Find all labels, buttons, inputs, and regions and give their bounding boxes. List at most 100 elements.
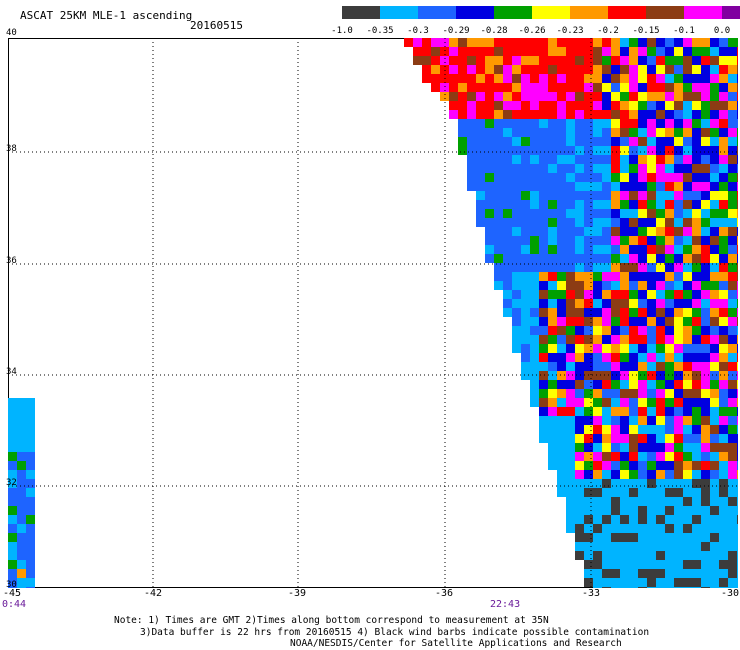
color-label-5: -0.26 [518, 26, 546, 36]
wind-cell [647, 362, 656, 371]
wind-cell [665, 425, 674, 434]
wind-cell [593, 452, 602, 461]
wind-cell [701, 371, 710, 380]
wind-cell [620, 92, 629, 101]
wind-cell [611, 317, 620, 326]
wind-cell [719, 47, 728, 56]
wind-cell [584, 92, 593, 101]
wind-cell [620, 533, 629, 542]
wind-cell [656, 506, 665, 515]
wind-cell [593, 191, 602, 200]
wind-cell [539, 299, 548, 308]
wind-cell [674, 308, 683, 317]
wind-cell [665, 515, 674, 524]
wind-cell [602, 317, 611, 326]
wind-cell [17, 497, 26, 506]
color-label-6: -0.23 [556, 26, 584, 36]
wind-cell [710, 587, 719, 596]
wind-cell [638, 398, 647, 407]
wind-cell [656, 569, 665, 578]
wind-cell [602, 146, 611, 155]
wind-cell [512, 317, 521, 326]
wind-cell [737, 335, 740, 344]
wind-cell [710, 218, 719, 227]
wind-cell [629, 434, 638, 443]
wind-cell [692, 335, 701, 344]
wind-cell [566, 461, 575, 470]
wind-cell [629, 407, 638, 416]
wind-cell [701, 407, 710, 416]
wind-cell [638, 92, 647, 101]
wind-cell [674, 245, 683, 254]
wind-cell [665, 524, 674, 533]
wind-cell [539, 335, 548, 344]
wind-cell [557, 101, 566, 110]
wind-cell [737, 236, 740, 245]
wind-cell [620, 389, 629, 398]
wind-cell [503, 218, 512, 227]
wind-cell [620, 524, 629, 533]
color-swatch-7 [608, 6, 646, 19]
wind-cell [692, 182, 701, 191]
wind-cell [683, 155, 692, 164]
wind-cell [629, 515, 638, 524]
wind-cell [593, 407, 602, 416]
wind-cell [530, 101, 539, 110]
wind-cell [449, 83, 458, 92]
wind-cell [602, 65, 611, 74]
wind-cell [548, 209, 557, 218]
wind-cell [719, 92, 728, 101]
wind-cell [557, 380, 566, 389]
wind-cell [485, 155, 494, 164]
wind-cell [620, 587, 629, 596]
wind-cell [530, 182, 539, 191]
wind-cell [620, 317, 629, 326]
wind-cell [557, 281, 566, 290]
wind-cell [8, 434, 17, 443]
wind-cell [629, 56, 638, 65]
wind-cell [503, 227, 512, 236]
wind-cell [719, 524, 728, 533]
wind-cell [674, 353, 683, 362]
wind-cell [539, 281, 548, 290]
wind-cell [647, 38, 656, 47]
wind-cell [665, 317, 674, 326]
wind-cell [503, 191, 512, 200]
wind-cell [629, 182, 638, 191]
wind-cell [521, 110, 530, 119]
product-title: ASCAT 25KM MLE-1 ascending [20, 9, 193, 22]
wind-cell [557, 488, 566, 497]
map-plot-area[interactable] [8, 38, 740, 596]
wind-cell [584, 344, 593, 353]
wind-cell [557, 74, 566, 83]
wind-cell [629, 560, 638, 569]
wind-cell [539, 236, 548, 245]
wind-cell [593, 398, 602, 407]
wind-cell [638, 326, 647, 335]
wind-cell [611, 380, 620, 389]
wind-cell [26, 470, 35, 479]
wind-cell [575, 128, 584, 137]
wind-cell [728, 515, 737, 524]
wind-cell [683, 218, 692, 227]
wind-cell [665, 218, 674, 227]
wind-cell [719, 254, 728, 263]
wind-cell [521, 92, 530, 101]
wind-cell [485, 56, 494, 65]
wind-cell [611, 164, 620, 173]
wind-cell [458, 92, 467, 101]
wind-cell [512, 137, 521, 146]
wind-cell [710, 362, 719, 371]
wind-cell [692, 461, 701, 470]
wind-cell [692, 362, 701, 371]
wind-cell [728, 407, 737, 416]
wind-cell [485, 38, 494, 47]
wind-cell [737, 371, 740, 380]
wind-cell [692, 479, 701, 488]
wind-cell [728, 560, 737, 569]
wind-cell [494, 38, 503, 47]
wind-cell [611, 128, 620, 137]
wind-cell [512, 173, 521, 182]
wind-cell [593, 182, 602, 191]
wind-cell [719, 353, 728, 362]
